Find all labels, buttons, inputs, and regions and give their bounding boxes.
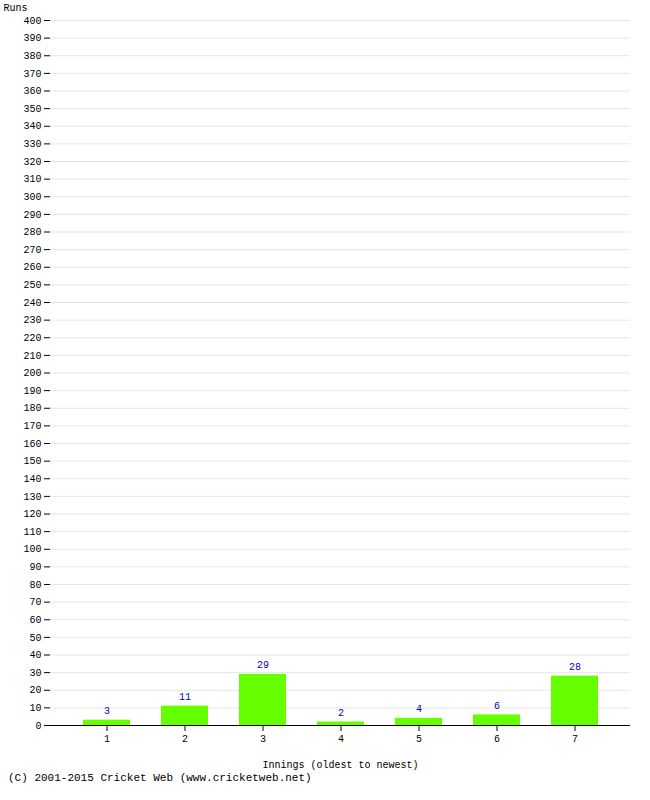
svg-text:90: 90 [29,562,41,573]
svg-text:20: 20 [29,685,41,696]
svg-text:2: 2 [338,708,344,719]
svg-text:310: 310 [23,174,41,185]
svg-text:190: 190 [23,386,41,397]
svg-text:80: 80 [29,580,41,591]
svg-text:100: 100 [23,544,41,555]
svg-text:230: 230 [23,315,41,326]
svg-text:350: 350 [23,104,41,115]
svg-text:270: 270 [23,245,41,256]
svg-text:200: 200 [23,368,41,379]
html-text:(C) 2001-2015 Cricket Web (www: (C) 2001-2015 Cricket Web (www.cricketwe… [8,772,312,784]
svg-text:40: 40 [29,650,41,661]
svg-text:160: 160 [23,439,41,450]
svg-text:250: 250 [23,280,41,291]
svg-text:370: 370 [23,69,41,80]
svg-text:130: 130 [23,492,41,503]
svg-text:170: 170 [23,421,41,432]
svg-text:210: 210 [23,351,41,362]
svg-text:300: 300 [23,192,41,203]
svg-text:10: 10 [29,703,41,714]
svg-text:340: 340 [23,121,41,132]
svg-text:3: 3 [260,734,266,745]
svg-text:220: 220 [23,333,41,344]
svg-text:330: 330 [23,139,41,150]
svg-text:2: 2 [182,734,188,745]
svg-text:Runs: Runs [4,3,28,14]
svg-text:280: 280 [23,227,41,238]
svg-text:390: 390 [23,33,41,44]
svg-text:5: 5 [416,734,422,745]
svg-text:290: 290 [23,210,41,221]
svg-text:180: 180 [23,403,41,414]
svg-text:3: 3 [104,706,110,717]
svg-text:110: 110 [23,527,41,538]
svg-text:4: 4 [338,734,344,745]
svg-text:320: 320 [23,157,41,168]
svg-text:1: 1 [104,734,110,745]
svg-text:4: 4 [416,704,422,715]
svg-text:29: 29 [257,660,269,671]
svg-text:380: 380 [23,51,41,62]
svg-text:150: 150 [23,456,41,467]
svg-text:28: 28 [569,662,581,673]
svg-text:30: 30 [29,668,41,679]
svg-text:360: 360 [23,86,41,97]
svg-text:50: 50 [29,633,41,644]
svg-text:240: 240 [23,298,41,309]
svg-text:140: 140 [23,474,41,485]
svg-text:Innings (oldest to newest): Innings (oldest to newest) [262,760,418,771]
svg-text:0: 0 [35,721,41,732]
svg-text:11: 11 [179,692,191,703]
svg-text:70: 70 [29,597,41,608]
svg-text:7: 7 [572,734,578,745]
svg-text:6: 6 [494,701,500,712]
svg-text:260: 260 [23,262,41,273]
svg-text:60: 60 [29,615,41,626]
svg-text:120: 120 [23,509,41,520]
svg-text:6: 6 [494,734,500,745]
svg-text:400: 400 [23,16,41,27]
